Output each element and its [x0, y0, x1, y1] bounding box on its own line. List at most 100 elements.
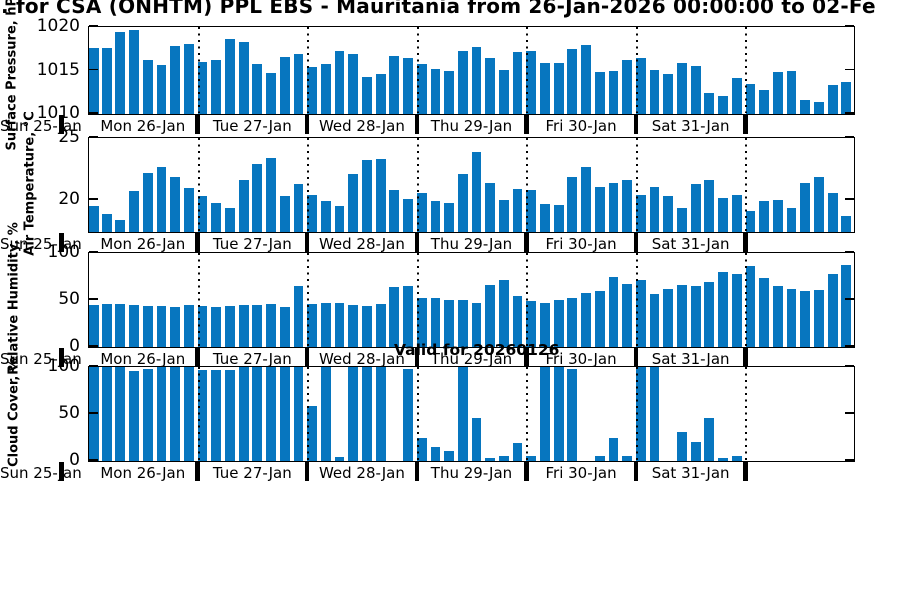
relative-humidity-bar	[759, 278, 770, 347]
cloud-cover-bar	[320, 367, 331, 461]
cloud-cover-bar	[608, 438, 619, 461]
cloud-cover-bar	[252, 367, 263, 461]
cloud-cover-bar	[416, 437, 427, 461]
air-temperature-bar	[814, 176, 824, 232]
day-boundary-gridline	[526, 138, 529, 231]
day-boundary-gridline	[745, 367, 748, 460]
cloud-cover-bar	[307, 406, 318, 461]
surface-pressure-bar	[293, 53, 304, 114]
relative-humidity-bar	[334, 302, 345, 347]
surface-pressure-bar	[759, 89, 770, 114]
cloud-cover-bar	[635, 367, 646, 461]
day-boundary-tick	[743, 233, 748, 252]
day-boundary-gridline	[416, 367, 419, 460]
relative-humidity-bar	[608, 276, 619, 347]
day-boundary-gridline	[526, 27, 529, 113]
day-boundary-tick	[633, 233, 639, 252]
relative-humidity-bar	[225, 305, 235, 347]
air-temperature-bar	[334, 206, 345, 232]
cloud-cover-plot	[88, 366, 855, 462]
surface-pressure-bar	[512, 52, 523, 114]
surface-pressure-bar	[279, 56, 290, 114]
x-day-label: Wed 28-Jan	[318, 235, 405, 253]
day-boundary-tick	[414, 115, 419, 134]
air-temperature-bar	[389, 190, 400, 232]
ytick-mark-left	[89, 345, 98, 347]
chart-title: . for CSA (ONHTM) PPL EBS - Mauritania f…	[1, 0, 876, 18]
cloud-cover-bar	[211, 369, 222, 461]
x-day-label: Thu 29-Jan	[430, 464, 513, 482]
air-temperature-bar	[581, 166, 591, 232]
day-boundary-tick	[59, 233, 64, 252]
x-day-label: Tue 27-Jan	[212, 350, 292, 368]
air-temperature-bar	[238, 180, 249, 232]
relative-humidity-bar	[704, 282, 715, 347]
surface-pressure-bar	[156, 65, 167, 114]
air-temperature-bar	[759, 201, 770, 232]
relative-humidity-bar	[266, 303, 276, 347]
cloud-cover-bar	[375, 367, 386, 461]
air-temperature-bar	[416, 192, 427, 232]
surface-pressure-bar	[731, 78, 742, 114]
air-temperature-bar	[512, 188, 523, 232]
x-day-label: Tue 27-Jan	[212, 235, 292, 253]
air-temperature-bar	[841, 216, 852, 232]
cloud-cover-bar	[183, 367, 194, 461]
day-boundary-gridline	[526, 367, 529, 460]
relative-humidity-bar	[129, 304, 139, 347]
relative-humidity-plot	[88, 252, 855, 348]
air-temperature-bar	[526, 190, 537, 232]
cloud-cover-bar	[430, 446, 441, 461]
cloud-cover-bar	[362, 367, 372, 461]
cloud-cover-bar	[101, 367, 112, 461]
day-boundary-gridline	[197, 367, 200, 460]
x-day-label: Fri 30-Jan	[545, 464, 617, 482]
relative-humidity-bar	[238, 304, 249, 347]
x-day-label: Thu 29-Jan	[430, 350, 513, 368]
day-boundary-gridline	[635, 367, 638, 460]
air-temperature-bar	[690, 184, 701, 232]
relative-humidity-bar	[320, 302, 331, 347]
surface-pressure-bar	[635, 58, 646, 114]
ytick-mark-right	[845, 251, 854, 253]
surface-pressure-bar	[608, 70, 619, 114]
surface-pressure-bar	[526, 51, 537, 114]
cloud-cover-bar	[266, 367, 276, 461]
surface-pressure-bar	[677, 62, 687, 114]
relative-humidity-bar	[663, 288, 674, 347]
cloud-cover-bar	[567, 368, 578, 461]
relative-humidity-bar	[403, 285, 413, 347]
relative-humidity-bar	[183, 304, 194, 347]
cloud-cover-bar	[279, 367, 290, 461]
cloud-cover-bar	[197, 369, 208, 461]
relative-humidity-bar	[389, 286, 400, 347]
air-temperature-bar	[649, 186, 660, 232]
day-boundary-gridline	[745, 138, 748, 231]
x-day-label: Fri 30-Jan	[545, 117, 617, 135]
day-boundary-tick	[633, 348, 639, 367]
day-boundary-tick	[524, 462, 529, 481]
air-temperature-bar	[225, 207, 235, 232]
air-temperature-bar	[745, 211, 756, 232]
day-boundary-gridline	[635, 27, 638, 113]
surface-pressure-bar	[375, 73, 386, 114]
relative-humidity-bar	[540, 302, 550, 347]
ytick-mark-left	[89, 136, 98, 138]
relative-humidity-bar	[581, 293, 591, 347]
day-boundary-tick	[304, 462, 310, 481]
air-temperature-bar	[156, 166, 167, 232]
surface-pressure-bar	[416, 64, 427, 114]
day-boundary-gridline	[307, 27, 310, 113]
relative-humidity-bar	[745, 266, 756, 347]
surface-pressure-bar	[663, 73, 674, 114]
day-boundary-tick	[524, 233, 529, 252]
air-temperature-bar	[786, 207, 797, 232]
surface-pressure-bar	[498, 69, 509, 114]
surface-pressure-bar	[89, 47, 99, 114]
relative-humidity-bar	[786, 288, 797, 347]
relative-humidity-bar	[718, 271, 728, 347]
ytick-mark-right	[845, 345, 854, 347]
surface-pressure-bar	[430, 68, 441, 114]
ytick-mark-right	[845, 25, 854, 27]
air-temperature-bar	[129, 191, 139, 232]
